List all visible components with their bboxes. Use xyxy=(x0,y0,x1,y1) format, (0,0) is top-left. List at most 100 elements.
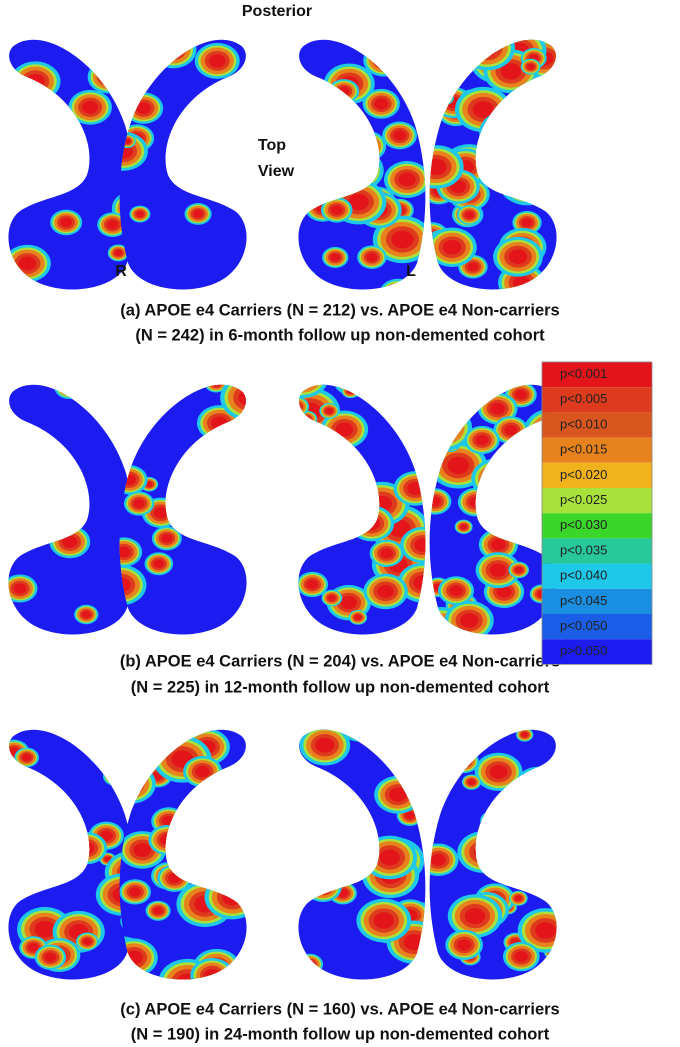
patch xyxy=(238,388,247,407)
patch xyxy=(307,132,346,163)
patch xyxy=(439,93,450,102)
patch xyxy=(162,816,175,827)
patch xyxy=(473,844,494,860)
patch xyxy=(491,120,524,146)
patch xyxy=(22,753,32,762)
patch xyxy=(298,80,313,107)
patch xyxy=(301,414,313,424)
patch xyxy=(182,818,204,835)
patch xyxy=(486,142,505,158)
patch xyxy=(315,808,368,851)
patch xyxy=(313,729,335,731)
patch xyxy=(327,800,346,815)
patch xyxy=(298,271,314,284)
patch xyxy=(290,710,304,721)
patch xyxy=(339,483,356,497)
patch xyxy=(555,714,566,722)
patch xyxy=(320,461,351,486)
patch xyxy=(411,73,426,86)
patch xyxy=(407,482,424,495)
patch xyxy=(214,512,247,545)
patch xyxy=(200,126,241,159)
patch xyxy=(178,815,207,838)
patch xyxy=(298,101,310,123)
legend-swatch xyxy=(542,614,652,640)
patch xyxy=(387,285,409,290)
patch xyxy=(514,951,529,962)
patch xyxy=(482,467,512,491)
patch xyxy=(338,482,357,498)
patch xyxy=(119,729,155,738)
patch xyxy=(430,729,452,745)
patch xyxy=(161,533,173,543)
patch xyxy=(74,729,129,743)
patch xyxy=(446,39,480,45)
patch xyxy=(298,269,317,286)
patch xyxy=(505,164,550,200)
patch xyxy=(193,209,204,218)
captions: (a) APOE e4 Carriers (N = 212) vs. APOE … xyxy=(120,301,560,1043)
patch xyxy=(509,782,540,808)
patch xyxy=(460,524,467,530)
patch xyxy=(192,107,235,141)
patch xyxy=(136,102,151,114)
patch xyxy=(8,792,20,811)
patch xyxy=(511,487,534,506)
patch xyxy=(183,119,218,147)
patch xyxy=(456,744,475,759)
patch xyxy=(429,729,453,746)
patch xyxy=(539,849,555,862)
patch xyxy=(180,816,205,836)
patch xyxy=(140,729,165,742)
side-label: R xyxy=(115,263,127,280)
patch xyxy=(509,489,529,505)
patch xyxy=(483,813,501,828)
patch xyxy=(493,476,545,518)
patch xyxy=(503,18,527,37)
patch xyxy=(482,139,510,161)
patch xyxy=(513,489,531,503)
patch xyxy=(346,384,364,386)
patch xyxy=(298,96,317,129)
patch xyxy=(437,753,453,766)
legend-swatch xyxy=(542,462,652,488)
patch xyxy=(381,384,410,386)
patch xyxy=(457,745,474,758)
patch xyxy=(489,563,507,577)
patch xyxy=(515,389,527,400)
patch xyxy=(359,140,375,152)
patch xyxy=(120,751,135,764)
legend: p<0.001 p<0.005 p<0.010 p<0.015 p<0.020 p<0.0… xyxy=(541,361,653,665)
patch xyxy=(160,39,187,61)
patch xyxy=(380,548,393,559)
patch xyxy=(433,750,457,770)
patch xyxy=(86,729,117,733)
patch xyxy=(136,210,144,218)
patch xyxy=(298,82,311,106)
patch xyxy=(8,805,17,819)
patch xyxy=(477,463,517,495)
patch xyxy=(464,211,474,219)
patch xyxy=(106,714,122,726)
patch xyxy=(45,811,63,826)
patch xyxy=(478,729,508,736)
patch xyxy=(139,68,148,76)
patch xyxy=(189,111,228,142)
patch xyxy=(78,729,125,740)
patch xyxy=(48,814,60,824)
patch xyxy=(458,746,473,757)
patch xyxy=(519,769,555,798)
patch xyxy=(535,712,553,726)
patch xyxy=(469,840,499,864)
patch xyxy=(168,873,181,884)
patch xyxy=(204,969,221,980)
patch xyxy=(453,752,476,771)
patch xyxy=(464,907,486,925)
patch xyxy=(121,776,141,792)
patch xyxy=(319,811,364,848)
patch xyxy=(8,791,22,812)
patch xyxy=(332,384,378,397)
patch xyxy=(363,516,381,531)
patch xyxy=(122,753,132,762)
patch xyxy=(351,729,367,732)
